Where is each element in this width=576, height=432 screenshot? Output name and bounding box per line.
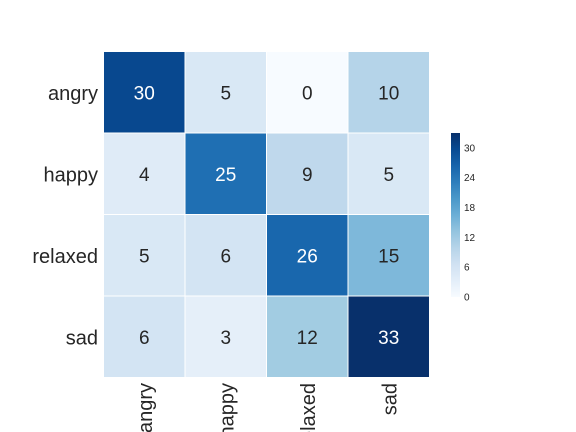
row-label-relaxed: relaxed bbox=[32, 246, 98, 268]
row-label-sad: sad bbox=[66, 327, 98, 349]
colorbar-tick-label: 0 bbox=[464, 293, 470, 304]
heatmap-cell-happy-sad bbox=[348, 133, 429, 214]
colorbar-tick-label: 24 bbox=[464, 173, 476, 184]
heatmap-cell-relaxed-angry bbox=[104, 215, 185, 296]
heatmap-cell-sad-angry bbox=[104, 296, 185, 377]
row-label-happy: happy bbox=[44, 164, 99, 186]
heatmap-cell-angry-relaxed bbox=[267, 52, 348, 133]
colorbar-tick-label: 30 bbox=[464, 143, 476, 154]
cell-value-label: 5 bbox=[220, 83, 231, 104]
column-label-happy: happy bbox=[216, 383, 238, 432]
heatmap-cell-relaxed-sad bbox=[348, 215, 429, 296]
heatmap-cell-happy-relaxed bbox=[267, 133, 348, 214]
cell-value-label: 6 bbox=[220, 246, 231, 267]
cell-value-label: 10 bbox=[378, 83, 399, 104]
heatmap-cell-sad-relaxed bbox=[267, 296, 348, 377]
cell-value-label: 12 bbox=[297, 328, 318, 349]
colorbar-tick-label: 12 bbox=[464, 233, 476, 244]
column-label-angry: angry bbox=[135, 383, 157, 432]
cell-value-label: 5 bbox=[383, 165, 394, 186]
cell-value-label: 33 bbox=[378, 328, 399, 349]
cell-value-label: 15 bbox=[378, 246, 399, 267]
colorbar-tick-label: 18 bbox=[464, 203, 476, 214]
cell-value-label: 5 bbox=[139, 246, 150, 267]
heatmap-cell-relaxed-happy bbox=[185, 215, 266, 296]
heatmap-cell-angry-happy bbox=[185, 52, 266, 133]
row-tick-labels: angry happy relaxed sad bbox=[32, 83, 98, 350]
heatmap-cell-sad-sad bbox=[348, 296, 429, 377]
heatmap-cell-angry-angry bbox=[104, 52, 185, 133]
cell-value-label: 6 bbox=[139, 328, 150, 349]
cell-value-label: 9 bbox=[302, 165, 313, 186]
cell-value-label: 30 bbox=[134, 83, 155, 104]
column-tick-labels: angry happy relaxed sad bbox=[135, 383, 402, 432]
column-label-relaxed: relaxed bbox=[298, 383, 320, 432]
row-label-angry: angry bbox=[48, 83, 98, 105]
heatmap-cell-happy-happy bbox=[185, 133, 266, 214]
heatmap-cell-relaxed-relaxed bbox=[267, 215, 348, 296]
heatmap-cell-angry-sad bbox=[348, 52, 429, 133]
heatmap-cell-sad-happy bbox=[185, 296, 266, 377]
cell-value-label: 26 bbox=[297, 246, 318, 267]
cell-value-label: 0 bbox=[302, 83, 313, 104]
colorbar-tick-label: 6 bbox=[464, 263, 470, 274]
cell-value-label: 25 bbox=[215, 165, 236, 186]
colorbar-gradient bbox=[451, 133, 460, 297]
column-label-sad: sad bbox=[379, 383, 401, 415]
cell-value-label: 3 bbox=[220, 328, 231, 349]
heatmap-cell-happy-angry bbox=[104, 133, 185, 214]
heatmap-cells: 30 5 0 10 4 25 9 5 5 6 26 15 6 3 12 33 bbox=[104, 52, 429, 377]
cell-value-label: 4 bbox=[139, 165, 150, 186]
colorbar: 0 6 12 18 24 30 bbox=[451, 133, 476, 304]
